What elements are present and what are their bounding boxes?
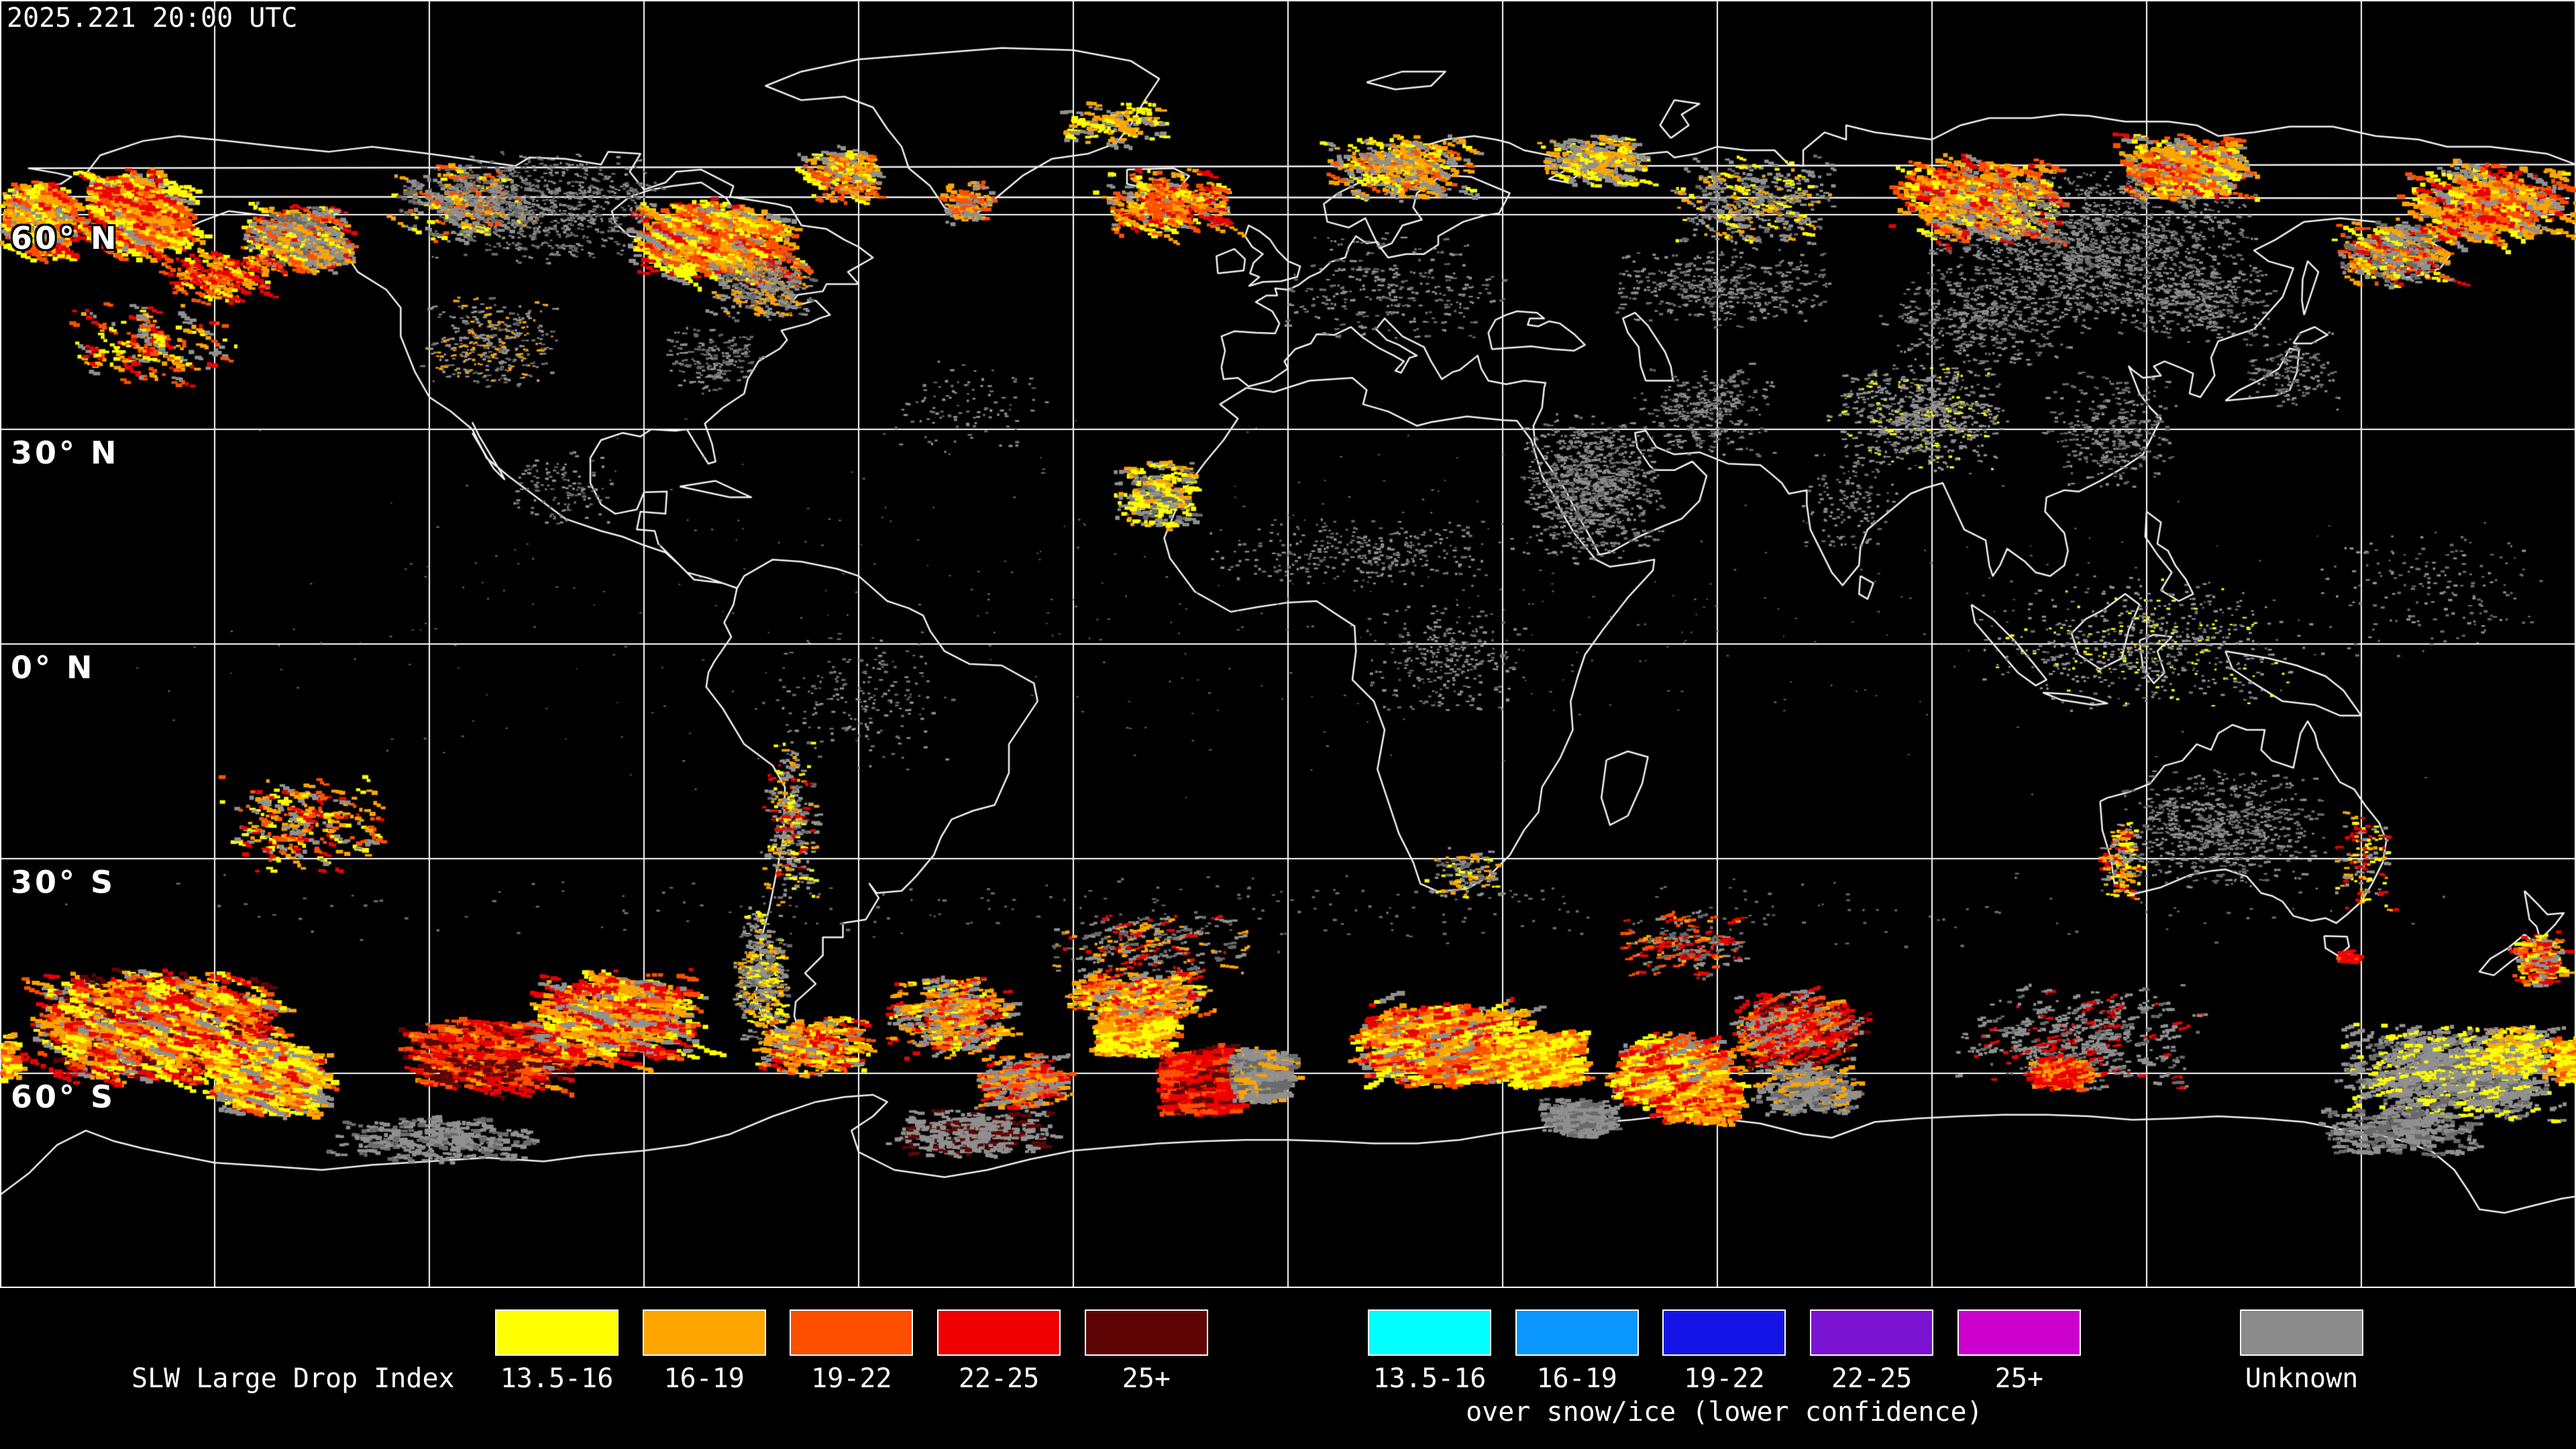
- legend-title: SLW Large Drop Index: [131, 1363, 455, 1394]
- legend-swatch: [495, 1309, 619, 1356]
- lat-label: 60° N: [11, 220, 119, 256]
- legend-swatch-label: Unknown: [2245, 1363, 2359, 1394]
- legend-swatch: [937, 1309, 1061, 1356]
- lat-label: 30° N: [11, 435, 119, 471]
- lat-label: 60° S: [11, 1079, 116, 1115]
- legend-swatch: [790, 1309, 914, 1356]
- legend-swatch-label: 19-22: [1684, 1363, 1765, 1394]
- legend-caption: over snow/ice (lower confidence): [1466, 1397, 1983, 1428]
- lat-label: 0° N: [11, 649, 95, 686]
- legend-swatch: [642, 1309, 766, 1356]
- map-canvas: [0, 0, 2576, 1288]
- legend-swatch-label: 19-22: [811, 1363, 892, 1394]
- legend-swatch: [1810, 1309, 1934, 1356]
- lat-label: 30° S: [11, 864, 116, 900]
- world-map: 2025.221 20:00 UTC 60° N 30° N 0° N 30° S 60…: [0, 0, 2576, 1288]
- legend-swatch-label: 13.5-16: [500, 1363, 614, 1394]
- legend-swatch-label: 16-19: [1536, 1363, 1617, 1394]
- legend-swatch: [1368, 1309, 1491, 1356]
- legend-swatch-label: 13.5-16: [1373, 1363, 1487, 1394]
- legend-swatch: [2240, 1309, 2363, 1356]
- legend-swatch-label: 25+: [1122, 1363, 1171, 1394]
- legend-swatch: [1515, 1309, 1639, 1356]
- legend-swatch-label: 22-25: [958, 1363, 1040, 1394]
- legend-swatch-label: 16-19: [663, 1363, 745, 1394]
- legend: SLW Large Drop Index 13.5-16 16-19 19-22 22…: [0, 1288, 2576, 1449]
- legend-swatch: [1957, 1309, 2081, 1356]
- legend-swatch: [1662, 1309, 1786, 1356]
- timestamp: 2025.221 20:00 UTC: [7, 3, 298, 34]
- legend-swatch-label: 25+: [1994, 1363, 2043, 1394]
- legend-swatch: [1084, 1309, 1208, 1356]
- legend-swatch-label: 22-25: [1831, 1363, 1913, 1394]
